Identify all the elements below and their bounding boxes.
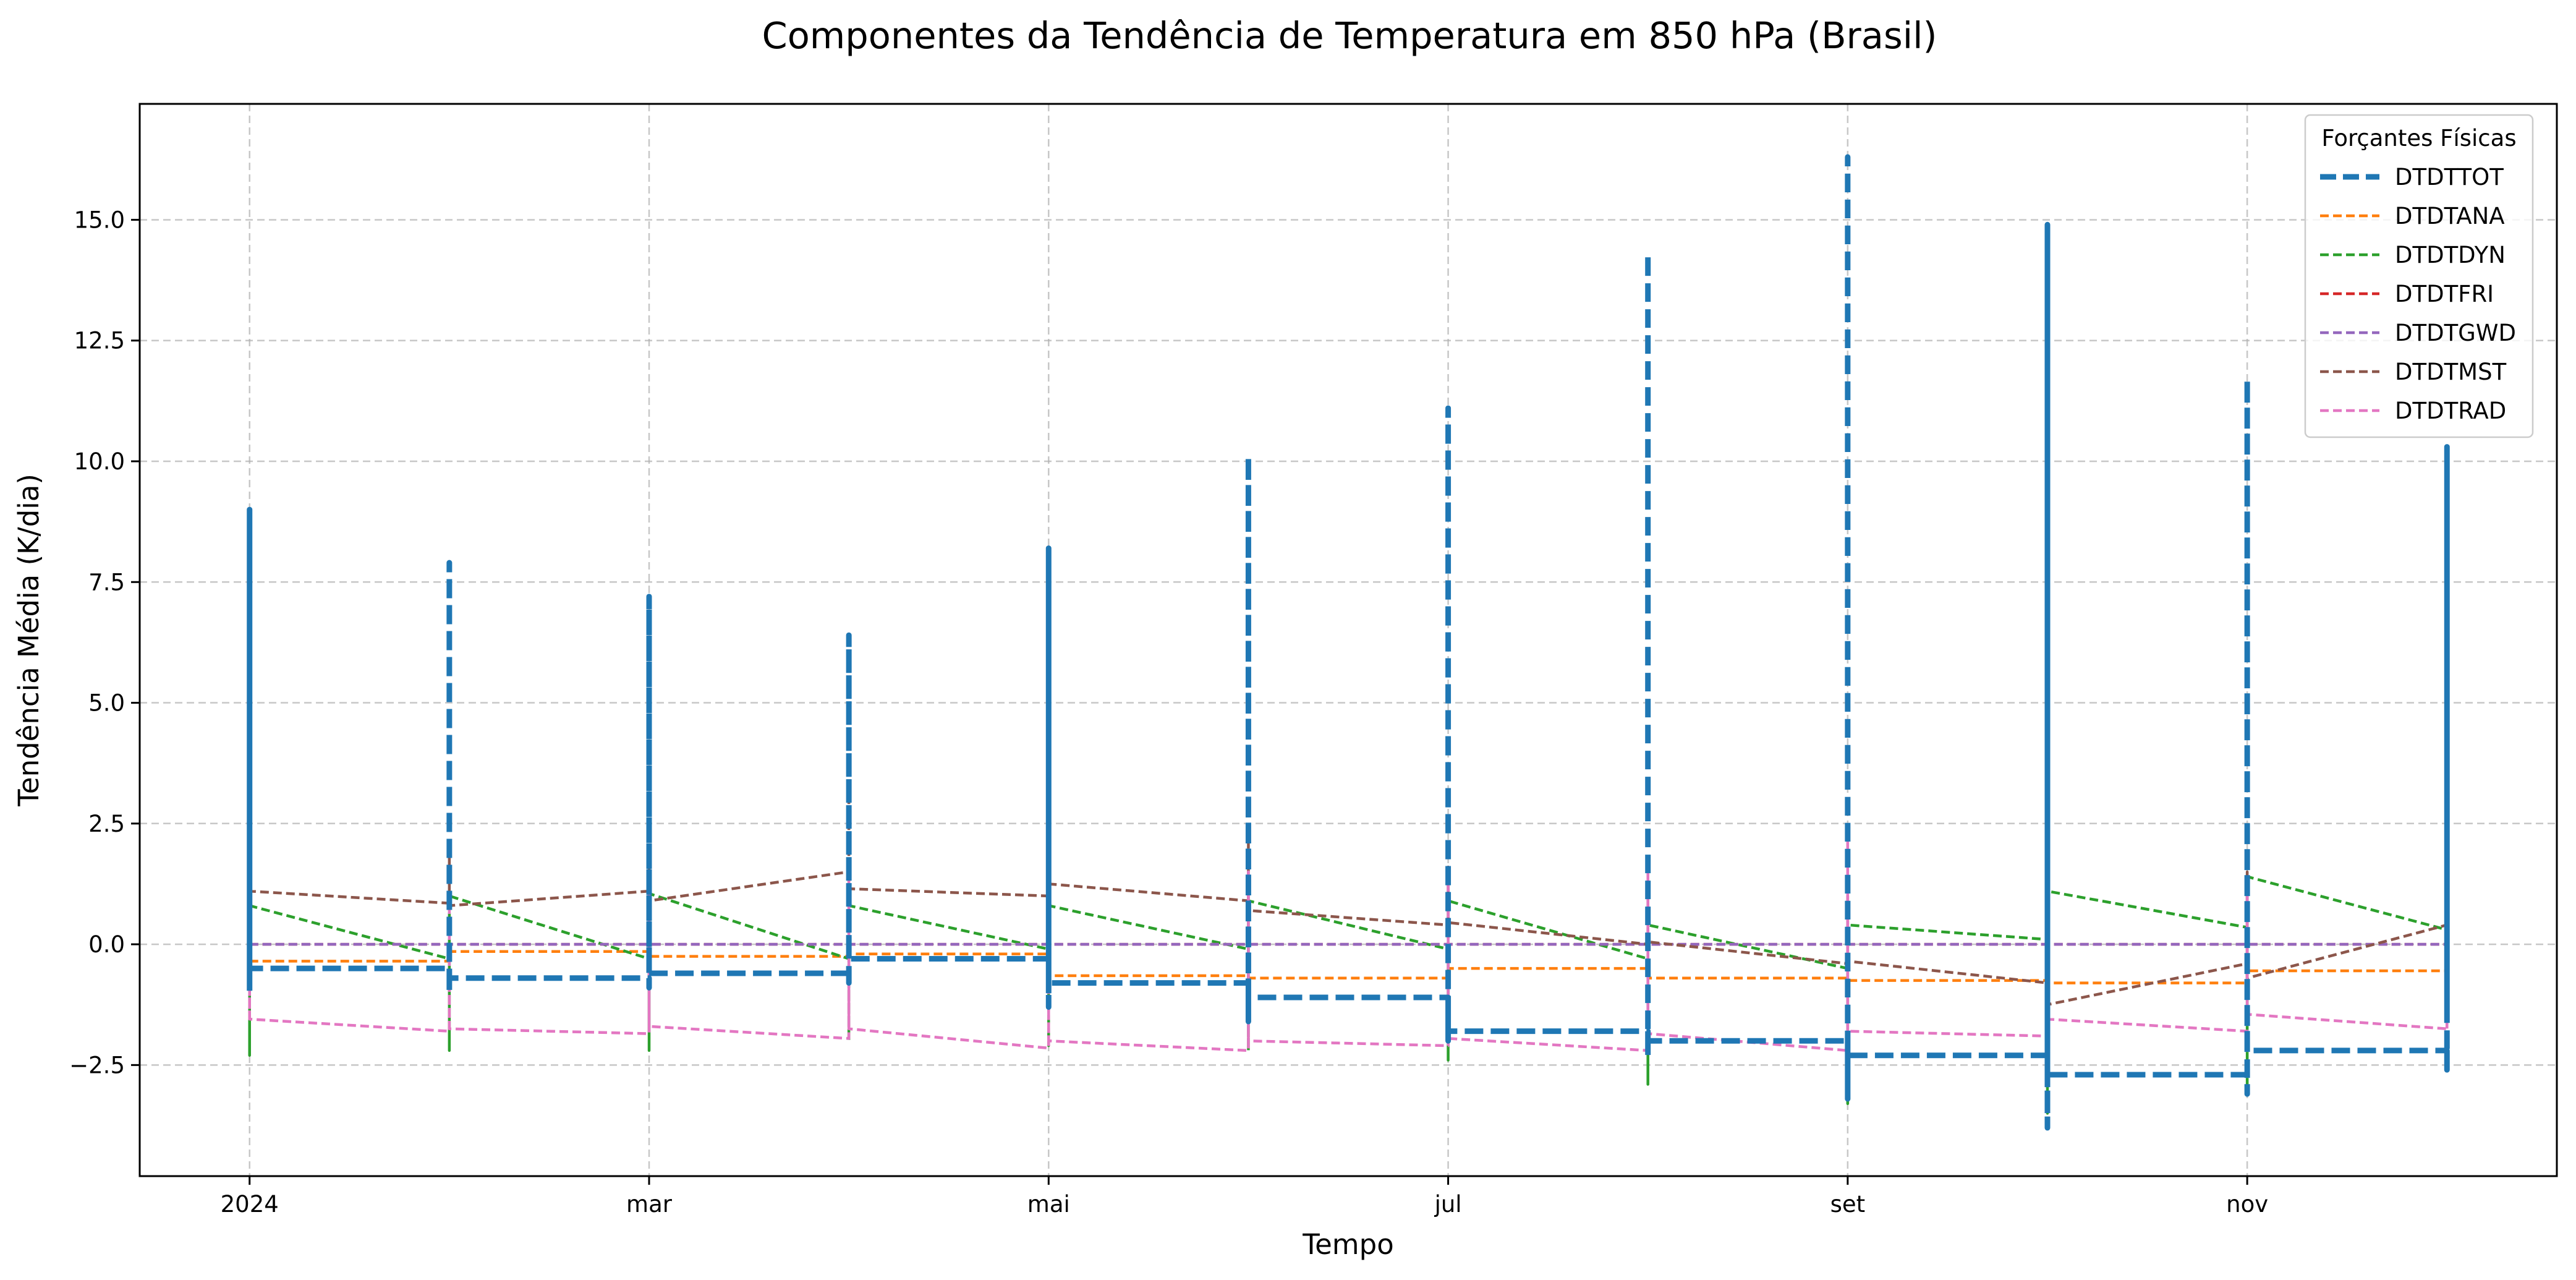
legend-label-dtdttot: DTDTTOT [2395, 164, 2504, 190]
axis-ticks: 2024 mar mai jul set nov −2.5 0.0 2.5 5.0 7.5 10.0 1… [69, 207, 2268, 1218]
x-tick-label: set [1830, 1191, 1866, 1218]
series-group [247, 154, 2450, 1131]
legend-title: Forçantes Físicas [2321, 125, 2516, 151]
series-dtdtdyn [248, 875, 2449, 1115]
y-tick-label: 2.5 [88, 811, 125, 837]
y-tick-label: 12.5 [74, 328, 125, 354]
series-dtdtrad [248, 832, 2449, 1052]
x-tick-label: 2024 [221, 1191, 279, 1218]
x-tick-label: nov [2226, 1191, 2268, 1218]
series-line-dtdtdyn [248, 875, 2449, 1115]
legend-label-dtdtrad: DTDTRAD [2395, 398, 2506, 424]
x-tick-label: jul [1434, 1191, 1462, 1218]
y-tick-label: 15.0 [74, 207, 125, 233]
chart-title: Componentes da Tendência de Temperatura … [762, 14, 1937, 57]
series-line-dtdttot [247, 154, 2450, 1131]
y-tick-label: 0.0 [88, 931, 125, 958]
legend-label-dtdtgwd: DTDTGWD [2395, 320, 2516, 346]
series-line-dtdtrad [248, 832, 2449, 1052]
y-tick-label: 10.0 [74, 448, 125, 475]
series-dtdttot [247, 154, 2450, 1131]
series-layer [247, 154, 2450, 1131]
x-tick-label: mar [626, 1191, 673, 1218]
x-tick-label: mai [1027, 1191, 1070, 1218]
y-axis-label: Tendência Média (K/dia) [12, 474, 45, 807]
legend-label-dtdtfri: DTDTFRI [2395, 281, 2494, 307]
legend-box [2304, 114, 2534, 438]
legend-label-dtdtmst: DTDTMST [2395, 359, 2507, 385]
x-axis-label: Tempo [1302, 1228, 1393, 1261]
legend-label-dtdtana: DTDTANA [2395, 203, 2505, 229]
legend-label-dtdtdyn: DTDTDYN [2395, 242, 2506, 268]
grid [140, 104, 2557, 1176]
y-tick-label: 5.0 [88, 690, 125, 717]
y-tick-label: 7.5 [88, 569, 125, 595]
y-tick-label: −2.5 [69, 1052, 125, 1078]
plot-frame [138, 103, 2558, 1177]
legend: Forçantes Físicas DTDTTOT DTDTANA DTDTDYN DT… [2304, 114, 2534, 438]
